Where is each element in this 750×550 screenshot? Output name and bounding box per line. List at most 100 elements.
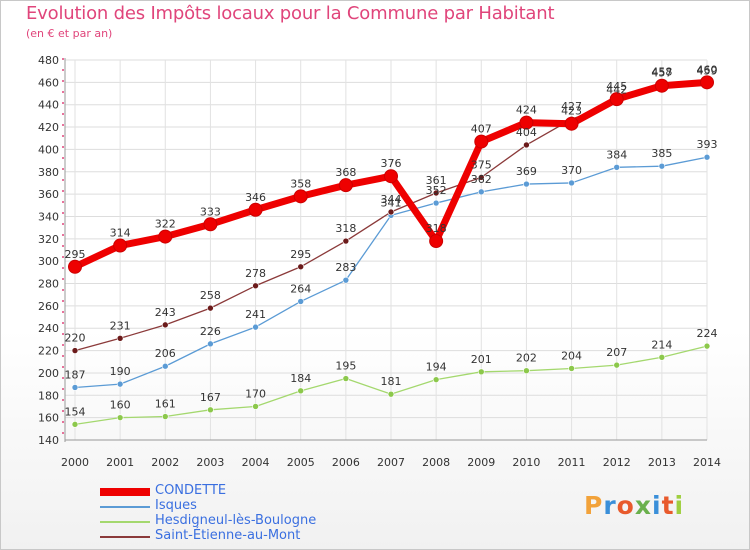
data-label: 333 <box>200 205 221 218</box>
data-label: 187 <box>65 368 86 381</box>
y-tick-label: 140 <box>38 434 59 447</box>
data-point <box>207 340 214 348</box>
legend-item-isques: Isques <box>100 498 400 515</box>
logo-letter: i <box>674 491 685 520</box>
data-label: 459 <box>697 64 718 77</box>
data-label: 404 <box>516 126 537 139</box>
data-point <box>384 169 398 184</box>
y-tick-label: 320 <box>38 233 59 246</box>
y-tick-label: 220 <box>38 345 59 358</box>
data-point <box>161 321 169 329</box>
data-label: 358 <box>290 177 311 190</box>
data-label: 460 <box>697 63 718 76</box>
data-point <box>113 238 128 253</box>
data-point <box>658 353 666 361</box>
y-tick-label: 300 <box>38 255 59 268</box>
data-point <box>203 217 218 232</box>
y-tick-label: 240 <box>38 322 59 335</box>
data-label: 369 <box>516 165 537 178</box>
chart-subtitle: (en € et par an) <box>26 27 113 40</box>
data-label: 204 <box>561 349 582 362</box>
data-label: 181 <box>381 375 402 388</box>
data-label: 207 <box>606 346 627 359</box>
x-tick-label: 2008 <box>422 456 450 469</box>
data-label: 226 <box>200 325 221 338</box>
legend-label: Saint-Étienne-au-Mont <box>155 528 301 543</box>
proxiti-logo: Proxiti <box>584 491 684 520</box>
data-label: 264 <box>290 282 311 295</box>
x-tick-label: 2004 <box>242 456 270 469</box>
y-tick-label: 440 <box>38 99 59 112</box>
data-label: 283 <box>335 261 356 274</box>
legend-swatch <box>100 488 150 496</box>
data-label: 278 <box>245 267 266 280</box>
data-label: 352 <box>426 184 447 197</box>
legend-label: Isques <box>155 498 197 513</box>
data-label: 424 <box>516 104 537 117</box>
data-point <box>161 362 169 370</box>
x-tick-label: 2003 <box>196 456 224 469</box>
data-point <box>700 75 714 90</box>
data-point <box>293 189 308 204</box>
legend-item-hesdigneul: Hesdigneul-lès-Boulogne <box>100 513 400 530</box>
y-tick-label: 180 <box>38 389 59 402</box>
data-point <box>387 208 395 216</box>
data-point <box>613 163 621 171</box>
y-tick-label: 380 <box>38 166 59 179</box>
data-point <box>252 403 259 410</box>
data-point <box>71 421 79 428</box>
data-point <box>207 406 214 414</box>
data-label: 243 <box>155 306 176 319</box>
y-tick-label: 280 <box>38 278 59 291</box>
x-tick-label: 2010 <box>512 456 540 469</box>
x-tick-label: 2006 <box>332 456 360 469</box>
data-point <box>703 153 711 161</box>
data-label: 314 <box>110 227 131 240</box>
data-label: 241 <box>245 308 266 321</box>
data-point <box>568 179 575 187</box>
data-label: 184 <box>290 372 311 385</box>
data-point <box>297 298 305 305</box>
data-point <box>658 162 666 170</box>
y-tick-label: 200 <box>38 367 59 380</box>
data-label: 202 <box>516 352 537 365</box>
data-point <box>654 78 669 93</box>
data-label: 195 <box>335 360 356 373</box>
x-tick-label: 2014 <box>693 456 721 469</box>
data-label: 170 <box>245 387 266 400</box>
data-label: 376 <box>381 157 402 170</box>
legend-swatch <box>100 521 150 523</box>
data-label: 206 <box>155 347 176 360</box>
data-point <box>116 334 124 342</box>
y-tick-label: 340 <box>38 210 59 223</box>
data-point <box>387 390 395 398</box>
data-point <box>207 304 214 312</box>
data-label: 375 <box>471 158 492 171</box>
data-point <box>523 367 530 375</box>
legend-swatch <box>100 506 150 508</box>
x-tick-label: 2011 <box>558 456 586 469</box>
data-label: 201 <box>471 353 492 366</box>
data-point <box>519 115 534 130</box>
data-label: 370 <box>561 164 582 177</box>
data-label: 344 <box>381 193 402 206</box>
data-point <box>703 342 711 350</box>
data-point <box>71 347 79 354</box>
data-label: 384 <box>606 148 627 161</box>
data-label: 368 <box>335 166 356 179</box>
logo-letter: x <box>634 491 652 520</box>
data-point <box>523 141 530 149</box>
data-label: 393 <box>697 138 718 151</box>
data-label: 160 <box>110 399 131 412</box>
x-tick-label: 2009 <box>467 456 495 469</box>
x-tick-label: 2007 <box>377 456 405 469</box>
data-label: 407 <box>471 123 492 136</box>
data-point <box>564 116 579 131</box>
data-point <box>116 380 124 388</box>
logo-letter: t <box>661 491 675 520</box>
data-label: 458 <box>651 66 672 79</box>
data-point <box>71 384 79 391</box>
data-point <box>609 92 624 107</box>
data-label: 423 <box>561 105 582 118</box>
